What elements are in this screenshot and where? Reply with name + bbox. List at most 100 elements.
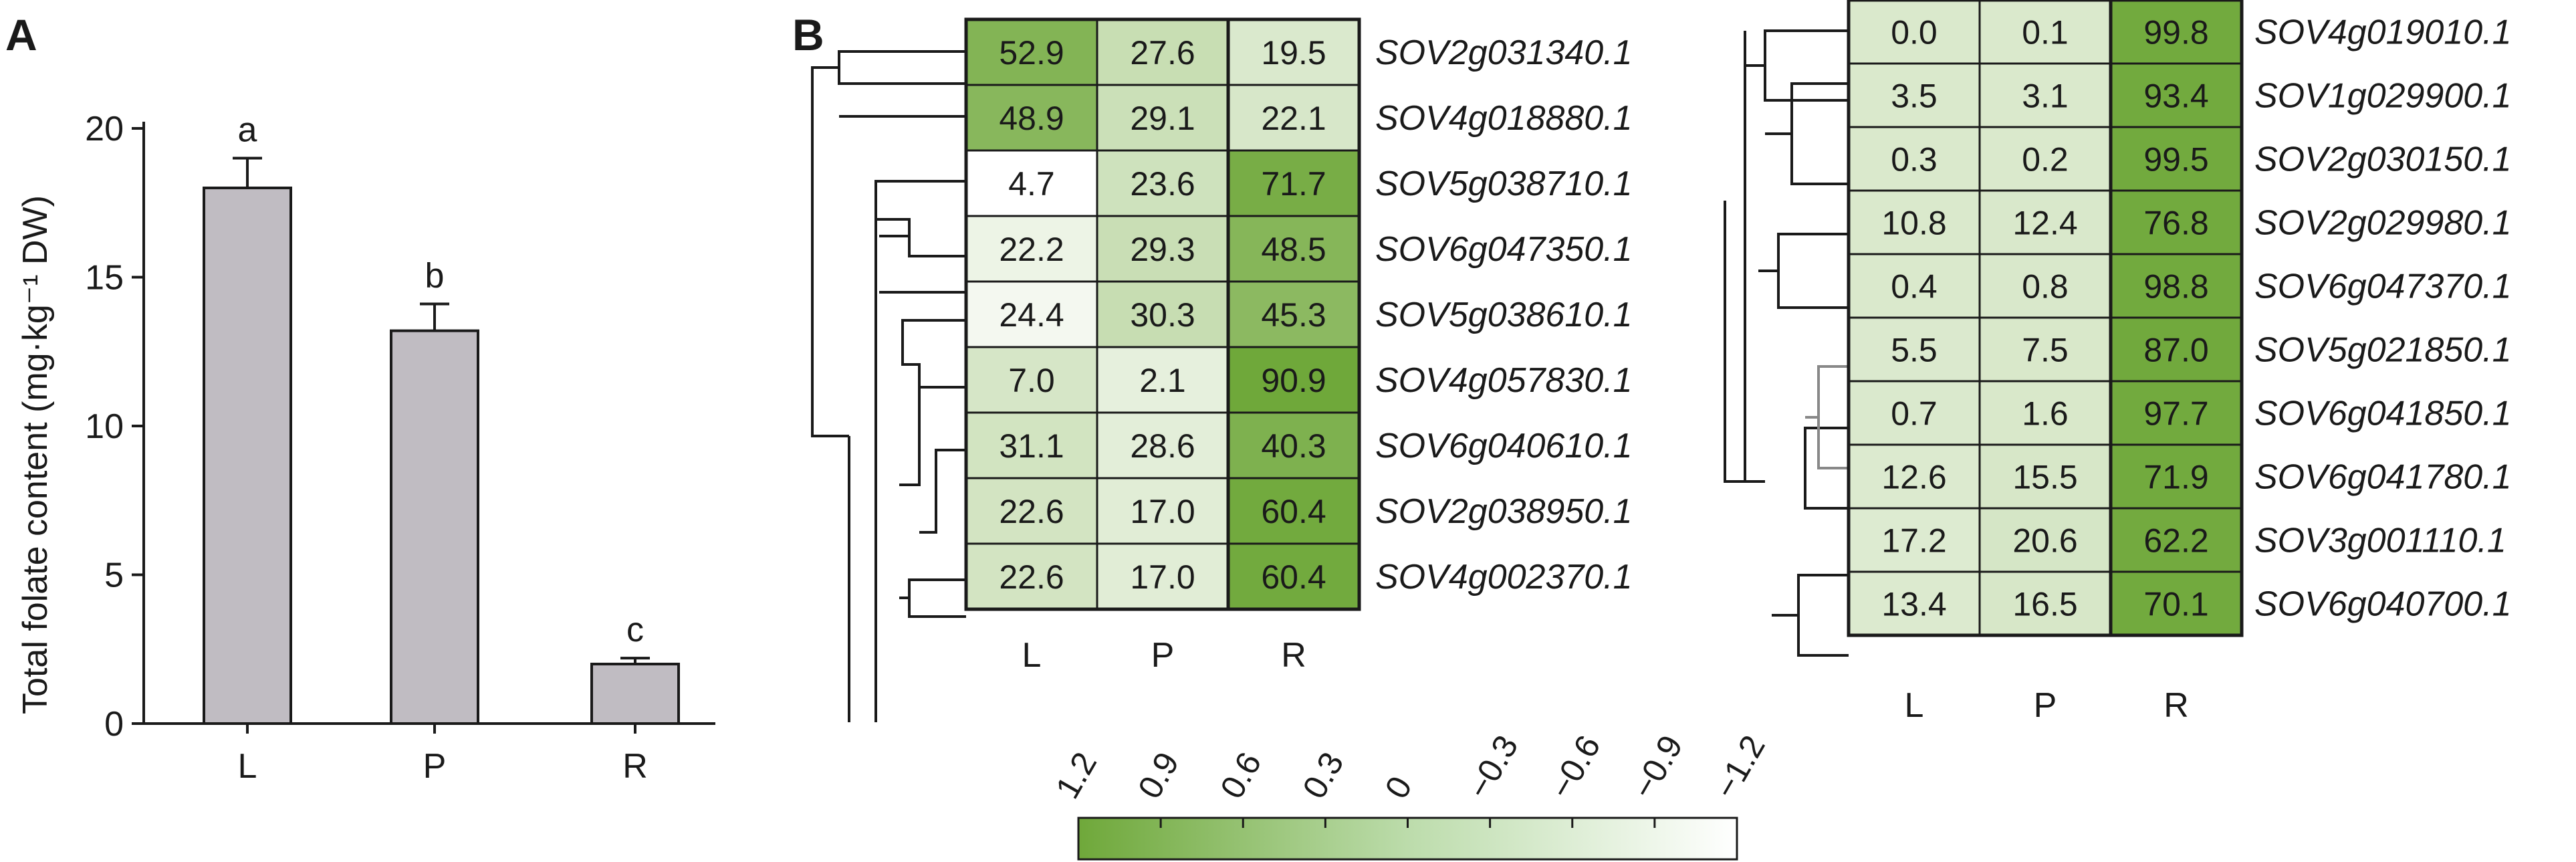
cell-value: 0.3 — [1891, 141, 1938, 179]
heatmap-cell — [1096, 477, 1230, 545]
gene-label: SOV6g047350.1 — [1375, 230, 1633, 269]
cell-value: 22.6 — [999, 493, 1064, 530]
cell-value: 4.7 — [1008, 165, 1055, 203]
panel-b-label: B — [792, 10, 824, 60]
heatmap-cell — [1847, 0, 1981, 65]
cell-value: 24.4 — [999, 296, 1064, 334]
heatmap-cell — [1847, 316, 1981, 383]
cell-value: 10.8 — [1881, 205, 1946, 242]
heatmap-cell — [1227, 542, 1361, 611]
gene-label: SOV6g040610.1 — [1375, 427, 1633, 465]
significance-letter: b — [425, 257, 445, 296]
column-label: R — [2163, 686, 2189, 725]
gene-label: SOV2g038950.1 — [1375, 492, 1633, 531]
heatmap-cell — [1978, 570, 2112, 637]
significance-letter: a — [238, 111, 257, 150]
cell-value: 97.7 — [2143, 395, 2208, 433]
cell-value: 99.8 — [2143, 14, 2208, 51]
cell-value: 62.2 — [2143, 522, 2208, 560]
gene-label: SOV5g021850.1 — [2254, 331, 2512, 370]
heatmap-left: 52.9 27.6 19.5 SOV2g031340.1 48.9 29.1 22.1 SOV… — [964, 17, 1633, 675]
cell-value: 7.0 — [1008, 362, 1055, 399]
cell-value: 48.9 — [999, 100, 1064, 137]
heatmap-cell — [965, 411, 1098, 479]
cell-value: 17.0 — [1130, 493, 1195, 530]
column-label: P — [2034, 686, 2057, 725]
cell-value: 17.0 — [1130, 558, 1195, 596]
column-label: P — [1151, 636, 1175, 675]
color-scale-label: 0.9 — [1131, 746, 1186, 804]
cell-value: 0.7 — [1891, 395, 1938, 433]
heatmap-cell — [1096, 542, 1230, 611]
cell-value: 23.6 — [1130, 165, 1195, 203]
cell-value: 60.4 — [1261, 493, 1326, 530]
color-scale-label: 1.2 — [1048, 746, 1104, 804]
gene-label: SOV4g018880.1 — [1375, 99, 1633, 138]
cell-value: 22.6 — [999, 558, 1064, 596]
y-axis-label: Total folate content (mg·kg⁻¹ DW) — [16, 195, 55, 714]
bar — [390, 329, 479, 726]
cell-value: 19.5 — [1261, 34, 1326, 72]
cell-value: 45.3 — [1261, 296, 1326, 334]
heatmap-right: 0.0 0.1 99.8 SOV4g019010.1 3.5 3.1 93.4 SOV1g02… — [1847, 0, 2512, 725]
gene-label: SOV6g040700.1 — [2254, 585, 2512, 624]
column-label: L — [1905, 686, 1924, 725]
cell-value: 0.0 — [1891, 14, 1938, 51]
column-label: R — [1281, 636, 1306, 675]
cell-value: 70.1 — [2143, 586, 2208, 623]
heatmap-cell — [1847, 443, 1981, 510]
y-tick-label: 10 — [85, 407, 124, 446]
heatmap-column-border — [1226, 17, 1361, 611]
cell-value: 0.1 — [2022, 14, 2069, 51]
cell-value: 90.9 — [1261, 362, 1326, 399]
heatmap-cell — [2109, 443, 2243, 510]
cell-value: 76.8 — [2143, 205, 2208, 242]
cell-value: 20.6 — [2012, 522, 2077, 560]
color-scale-label: −0.3 — [1460, 729, 1526, 804]
y-tick-label: 15 — [85, 259, 124, 298]
heatmap-cell — [1096, 280, 1230, 348]
bar — [203, 187, 292, 725]
heatmap-cell — [965, 477, 1098, 545]
cell-value: 5.5 — [1891, 332, 1938, 369]
gene-label: SOV1g029900.1 — [2254, 77, 2512, 116]
heatmap-cell — [1227, 149, 1361, 217]
heatmap-cell — [1978, 316, 2112, 383]
cell-value: 71.7 — [1261, 165, 1326, 203]
panel-a-label: A — [5, 10, 37, 60]
cell-value: 12.6 — [1881, 459, 1946, 496]
cell-value: 16.5 — [2012, 586, 2077, 623]
gene-label: SOV2g031340.1 — [1375, 33, 1633, 72]
cell-value: 98.8 — [2143, 268, 2208, 306]
heatmap-column-border — [2109, 0, 2244, 637]
y-tick-label: 5 — [104, 556, 124, 595]
gene-label: SOV6g047370.1 — [2254, 267, 2512, 306]
cell-value: 3.1 — [2022, 78, 2069, 115]
y-tick-label: 20 — [85, 110, 124, 148]
heatmap-cell — [1978, 507, 2112, 573]
heatmap-cell — [1096, 411, 1230, 479]
color-scale-label: −1.2 — [1707, 729, 1772, 804]
gene-label: SOV5g038610.1 — [1375, 296, 1633, 334]
gene-label: SOV3g001110.1 — [2254, 522, 2506, 560]
column-label: L — [1022, 636, 1042, 675]
heatmap-cell — [2109, 316, 2243, 383]
gene-label: SOV4g019010.1 — [2254, 13, 2512, 52]
y-tick-label: 0 — [104, 705, 124, 744]
significance-letter: c — [626, 611, 644, 649]
gene-label: SOV2g030150.1 — [2254, 140, 2512, 179]
gene-label: SOV2g029980.1 — [2254, 204, 2512, 243]
cell-value: 87.0 — [2143, 332, 2208, 369]
color-scale-label: 0.6 — [1213, 746, 1268, 804]
heatmap-cell — [1227, 280, 1361, 348]
cell-value: 28.6 — [1130, 427, 1195, 465]
heatmap-cell — [1227, 411, 1361, 479]
right-dendrogram — [1724, 29, 1849, 657]
cell-value: 29.3 — [1130, 231, 1195, 268]
x-tick-label: R — [622, 747, 648, 786]
heatmap-cell — [1096, 215, 1230, 283]
gene-label: SOV4g002370.1 — [1375, 558, 1633, 597]
gene-label: SOV6g041780.1 — [2254, 458, 2512, 497]
cell-value: 22.2 — [999, 231, 1064, 268]
